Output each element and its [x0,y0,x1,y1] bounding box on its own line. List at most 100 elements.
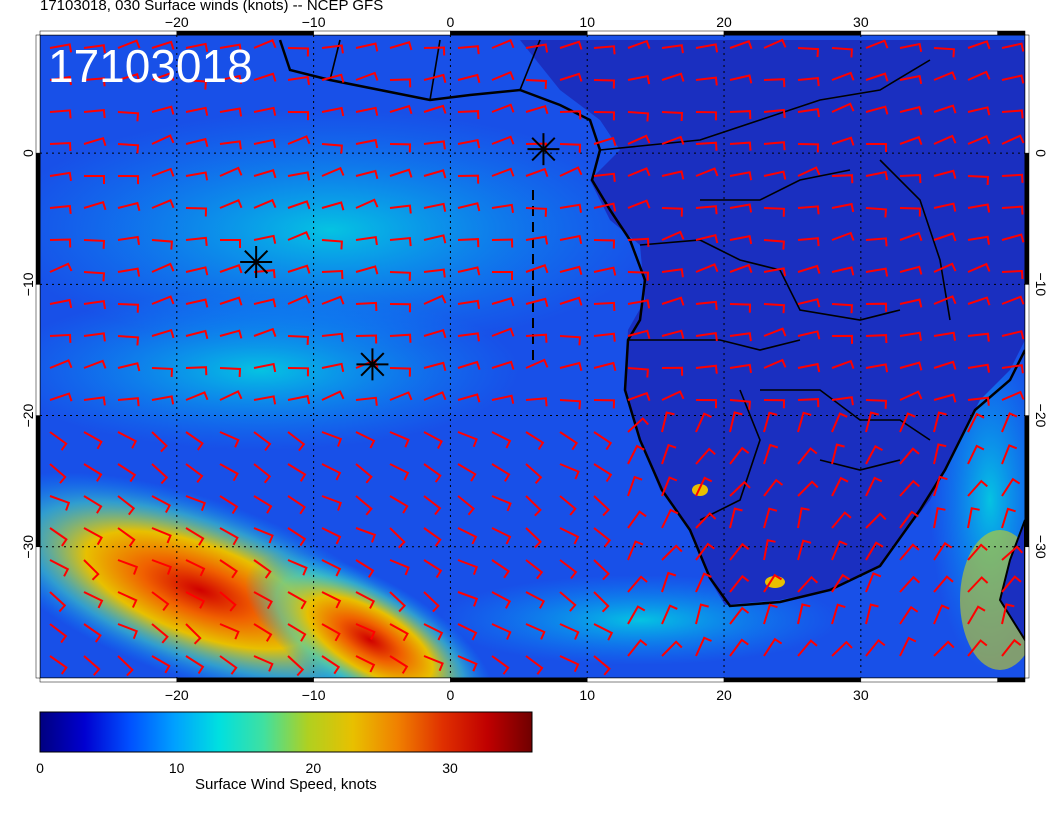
wind-barb [83,109,106,119]
wind-barb [253,138,277,148]
wind-barb [695,205,718,215]
wind-barb [967,262,991,273]
wind-barb [865,237,888,247]
wind-barb [899,298,923,308]
wind-barb [49,141,72,152]
wind-barb [695,636,712,657]
wind-barb [1001,42,1025,52]
wind-barb [797,603,811,625]
wind-barb [355,265,379,275]
wind-barb [151,239,173,250]
wind-barb [627,510,647,529]
wind-barb [559,623,580,640]
wind-barb [831,303,854,314]
wind-barb [729,606,750,625]
wind-barb [117,559,139,575]
wind-barb [933,202,957,212]
wind-barb [287,559,308,576]
wind-barb [151,559,172,575]
wind-barb [661,640,683,657]
wind-barb [593,495,611,517]
wind-barb [593,136,617,147]
wind-barb [185,42,209,52]
wind-barb [729,74,753,84]
wind-barb [593,591,610,613]
wind-barb [185,236,208,246]
wind-barb [287,75,310,86]
wind-barb [321,591,342,609]
wind-barb [49,75,72,86]
wind-barb [423,234,447,244]
wind-barb [729,141,752,151]
wind-barb [525,591,546,609]
wind-barb [831,359,855,369]
lon-ticks-bottom: −20 −10 0 10 20 30 [165,687,869,703]
wind-barb [967,396,990,406]
wind-barb [219,527,239,546]
wind-barb [865,512,887,529]
wind-barb [253,623,273,642]
wind-barb [287,171,311,181]
wind-barb [117,175,139,185]
wind-barb [866,143,887,152]
wind-barb [525,623,546,640]
lon-tick-label: 0 [447,14,455,30]
wind-barb [831,174,854,184]
wind-barb [899,543,920,561]
wind-barb [695,603,709,625]
wind-barb [253,234,277,244]
wind-barb [627,391,651,402]
wind-barb [627,444,645,465]
wind-barb [253,655,274,672]
wind-barb [559,110,582,120]
wind-barb [627,329,651,339]
wind-barb [865,411,880,433]
wind-barb [1001,575,1022,593]
wind-barb [729,542,750,561]
wind-barb [695,476,713,497]
wind-barb [933,411,947,433]
wind-barb [865,363,889,373]
wind-barb [559,296,583,306]
wind-barb [49,359,73,369]
wind-barb [865,476,883,497]
wind-barb [117,335,140,346]
wind-barb [525,264,549,274]
wind-barb [593,301,616,311]
wind-barb [831,412,848,433]
wind-barb [287,111,309,121]
wind-barb [389,168,413,178]
wind-barb [695,412,712,433]
wind-barb [899,265,923,275]
wind-barb [933,71,957,81]
wind-barb [491,360,515,370]
wind-barb [253,198,277,209]
wind-barb [933,575,954,593]
wind-barb [491,297,515,307]
wind-barb [389,591,407,613]
wind-barb [763,399,786,409]
wind-barb [1001,109,1024,119]
wind-barb [389,431,410,448]
wind-barb [695,331,718,342]
wind-barb [83,655,101,676]
wind-barb [253,38,277,49]
colorbar-tick-label: 10 [169,760,185,776]
wind-barb [559,655,580,673]
wind-barb [831,573,851,593]
wind-barb [321,559,342,577]
wind-barb [899,173,922,184]
wind-barb [729,303,752,313]
wind-barb [661,268,684,278]
wind-barb [84,175,105,184]
wind-barb [355,559,375,578]
wind-barb [661,135,685,145]
wind-barb [627,417,649,433]
wind-barb [219,655,238,675]
wind-barb [831,603,846,625]
wind-barb [831,511,852,529]
wind-barb [219,559,238,579]
wind-barb [491,135,515,145]
wind-barb [593,266,617,276]
wind-barb [797,166,821,177]
